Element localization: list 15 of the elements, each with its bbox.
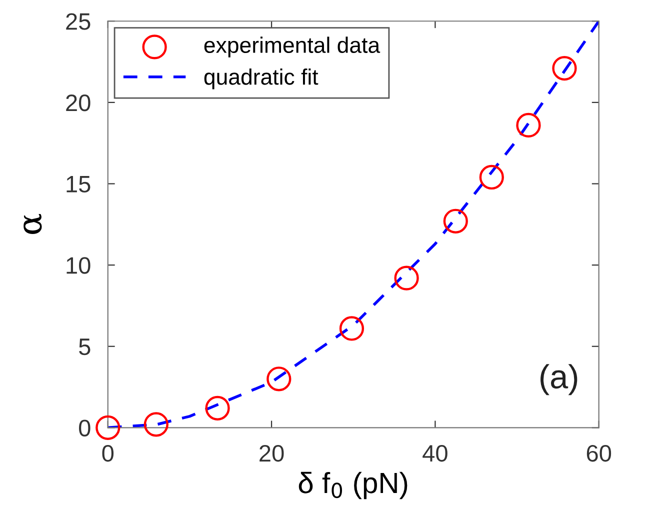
y-tick-label: 20	[66, 94, 90, 112]
y-tick-label: 25	[66, 13, 90, 30]
x-tick-label: 20	[260, 444, 284, 462]
y-tick-label: 5	[79, 338, 90, 356]
annotation: (a)	[540, 364, 578, 396]
legend-label: experimental data	[204, 36, 380, 58]
y-tick-label: 15	[66, 176, 90, 193]
x-tick-label: 60	[586, 444, 612, 462]
y-tick-label: 10	[66, 257, 90, 274]
x-axis-title: δ f$_{0}$ (pN)	[298, 472, 408, 500]
y-tick-label: 0	[79, 420, 90, 436]
x-tick-label: 40	[422, 444, 448, 462]
y-axis-title: α	[24, 214, 42, 234]
x-tick-label: 0	[102, 444, 114, 462]
legend-label: quadratic fit	[204, 68, 318, 90]
